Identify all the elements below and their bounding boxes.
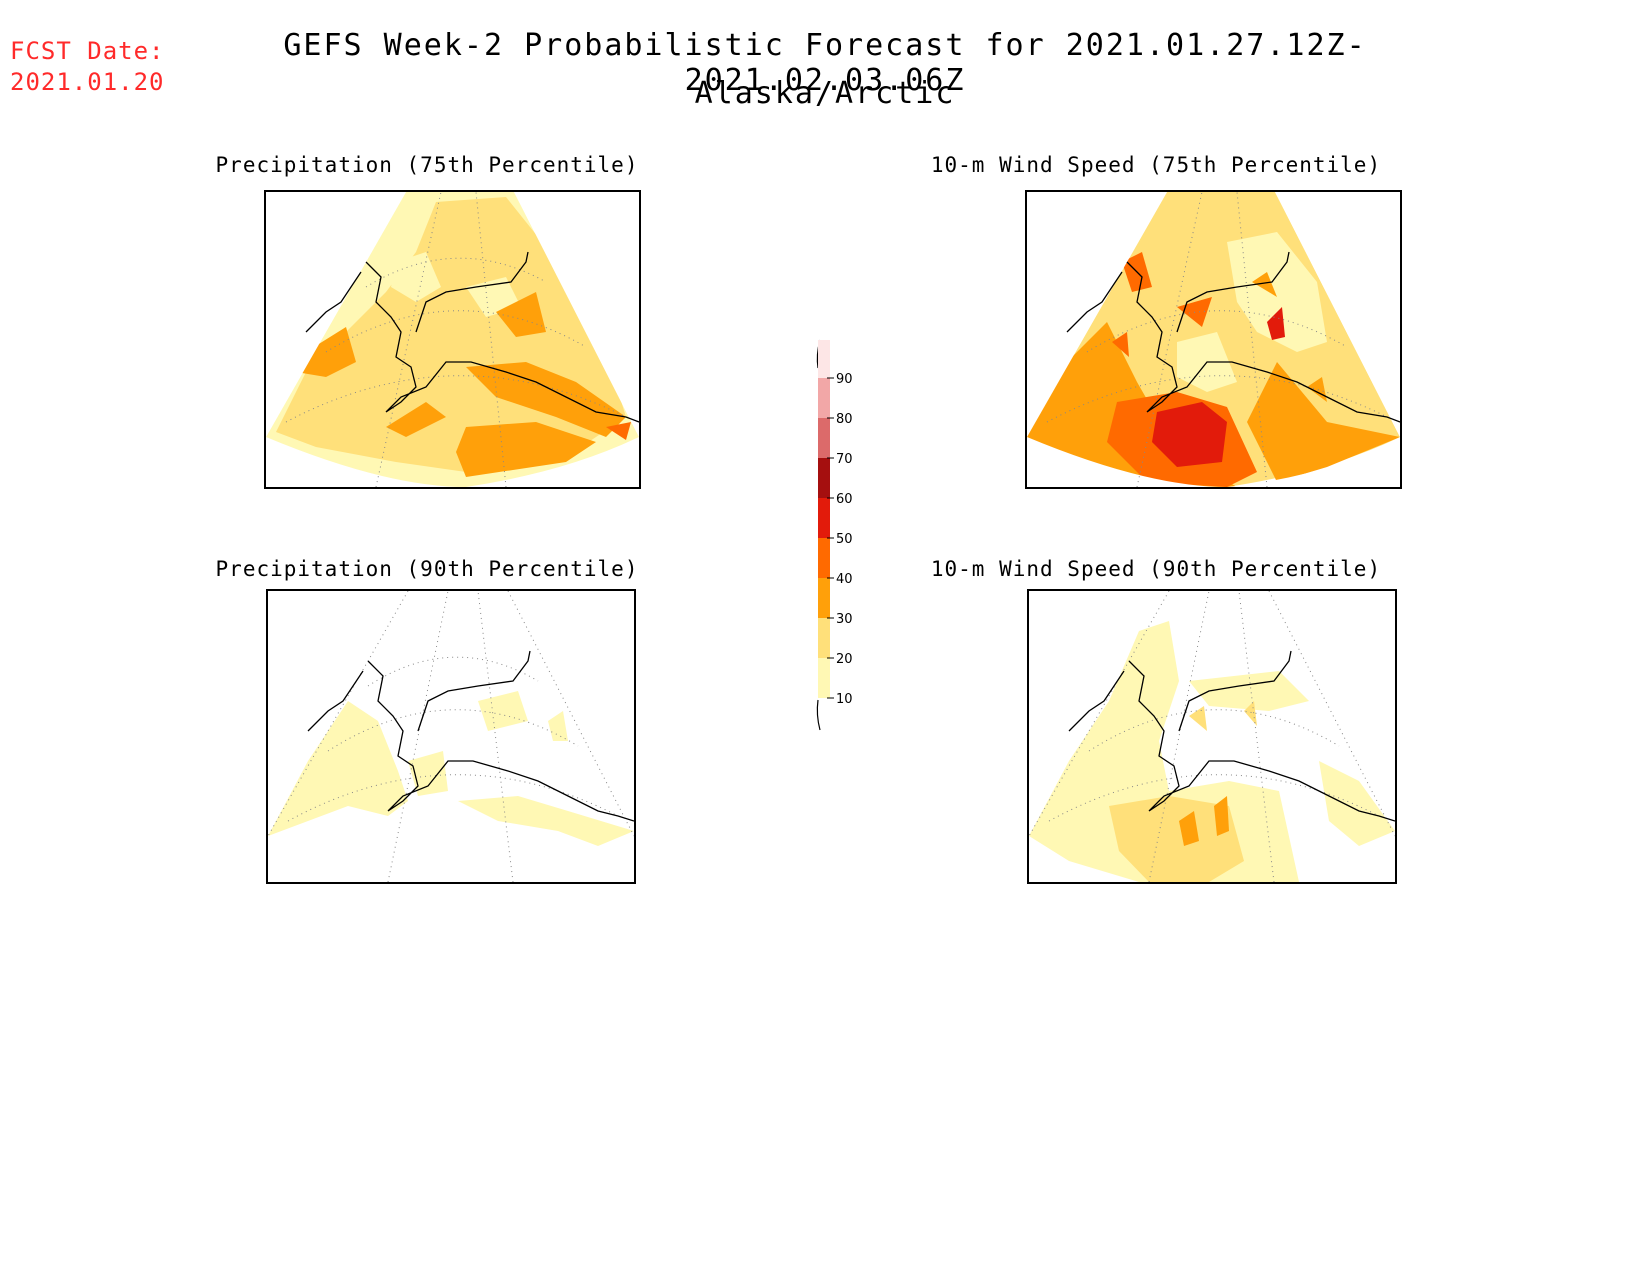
colorbar-band-gt90 bbox=[818, 340, 830, 378]
map-wind90 bbox=[1027, 589, 1397, 884]
colorbar-label: 40 bbox=[836, 572, 853, 587]
colorbar-label: 90 bbox=[836, 372, 853, 387]
colorbar-band-20-30 bbox=[818, 618, 830, 658]
region-title: Alaska/Arctic bbox=[694, 76, 956, 111]
colorbar-label: 70 bbox=[836, 452, 853, 467]
wind75-coastline bbox=[1066, 251, 1400, 423]
precip75-outer-mask bbox=[266, 192, 639, 487]
main-title: GEFS Week-2 Probabilistic Forecast for 2… bbox=[283, 28, 1367, 98]
fcst-date-label: FCST Date: bbox=[10, 37, 165, 65]
panel-title-precip75: Precipitation (75th Percentile) bbox=[215, 153, 639, 177]
colorbar-band-60-70 bbox=[818, 458, 830, 498]
precip90-graticule bbox=[268, 591, 634, 882]
map-precip75 bbox=[264, 190, 641, 489]
panel-title-precip90: Precipitation (90th Percentile) bbox=[215, 557, 639, 581]
fcst-date-block: FCST Date: 2021.01.20 bbox=[10, 36, 165, 98]
colorbar-band-30-40 bbox=[818, 578, 830, 618]
wind90-graticule bbox=[1029, 591, 1395, 882]
colorbar: 90 80 70 60 50 40 30 20 10 bbox=[790, 330, 910, 750]
precip75-coastline bbox=[305, 251, 639, 423]
panel-title-wind75: 10-m Wind Speed (75th Percentile) bbox=[930, 153, 1382, 177]
colorbar-label: 60 bbox=[836, 492, 853, 507]
map-wind75 bbox=[1025, 190, 1402, 489]
colorbar-band-80-90 bbox=[818, 378, 830, 418]
panel-title-wind90: 10-m Wind Speed (90th Percentile) bbox=[930, 557, 1382, 581]
precip75-fill bbox=[266, 192, 639, 487]
wind75-outer-mask bbox=[1027, 192, 1400, 487]
colorbar-label: 10 bbox=[836, 692, 853, 707]
wind90-fill bbox=[1029, 621, 1395, 882]
colorbar-band-40-50 bbox=[818, 538, 830, 578]
colorbar-label: 80 bbox=[836, 412, 853, 427]
wind90-coastline bbox=[1068, 650, 1395, 822]
colorbar-band-50-60 bbox=[818, 498, 830, 538]
wind75-fill bbox=[1027, 192, 1400, 487]
colorbar-label: 30 bbox=[836, 612, 853, 627]
precip90-fill bbox=[268, 691, 634, 846]
wind75-graticule bbox=[1046, 192, 1388, 487]
colorbar-band-70-80 bbox=[818, 418, 830, 458]
map-precip90 bbox=[266, 589, 636, 884]
colorbar-band-10-20 bbox=[818, 658, 830, 698]
colorbar-bottom-cap bbox=[816, 699, 821, 731]
precip75-graticule bbox=[285, 192, 627, 487]
precip90-coastline bbox=[307, 650, 634, 822]
colorbar-label: 20 bbox=[836, 652, 853, 667]
colorbar-label: 50 bbox=[836, 532, 853, 547]
fcst-date-value: 2021.01.20 bbox=[10, 68, 165, 96]
